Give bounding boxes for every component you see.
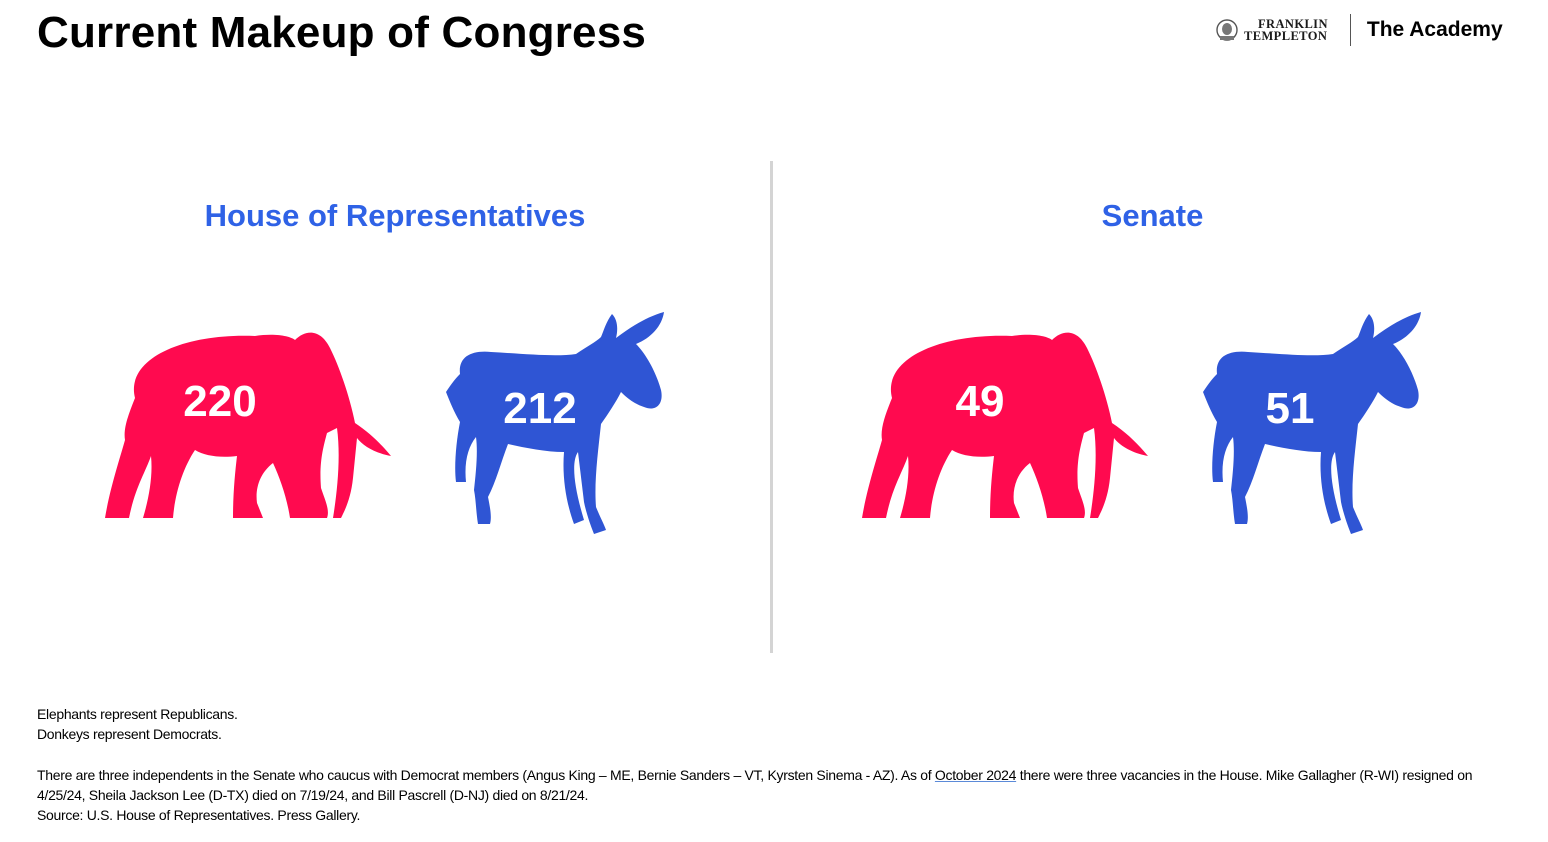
senate-republican-count: 49 — [955, 377, 1005, 426]
source-note: Source: U.S. House of Representatives. P… — [37, 807, 361, 823]
note-elephants: Elephants represent Republicans. — [37, 706, 238, 722]
senate-title: Senate — [1101, 198, 1204, 233]
october-2024-link[interactable]: October 2024 — [934, 767, 1017, 783]
franklin-templeton-logo: FRANKLIN TEMPLETON — [1244, 17, 1328, 43]
franklin-portrait-icon — [1216, 19, 1238, 41]
note-donkeys: Donkeys represent Democrats. — [37, 726, 222, 742]
section-divider — [770, 161, 773, 653]
house-democrat-count: 212 — [503, 384, 577, 433]
footnotes: Elephants represent Republicans. Donkeys… — [37, 704, 1507, 825]
senate-democrat-count: 51 — [1265, 384, 1315, 433]
page-title: Current Makeup of Congress — [37, 8, 647, 57]
logo-divider — [1349, 14, 1351, 46]
note-independents: There are three independents in the Sena… — [37, 767, 1473, 803]
academy-label: The Academy — [1366, 18, 1503, 41]
house-republican-count: 220 — [183, 377, 257, 426]
house-title: House of Representatives — [204, 198, 586, 233]
brand-header: FRANKLIN TEMPLETON The Academy — [1214, 14, 1503, 46]
